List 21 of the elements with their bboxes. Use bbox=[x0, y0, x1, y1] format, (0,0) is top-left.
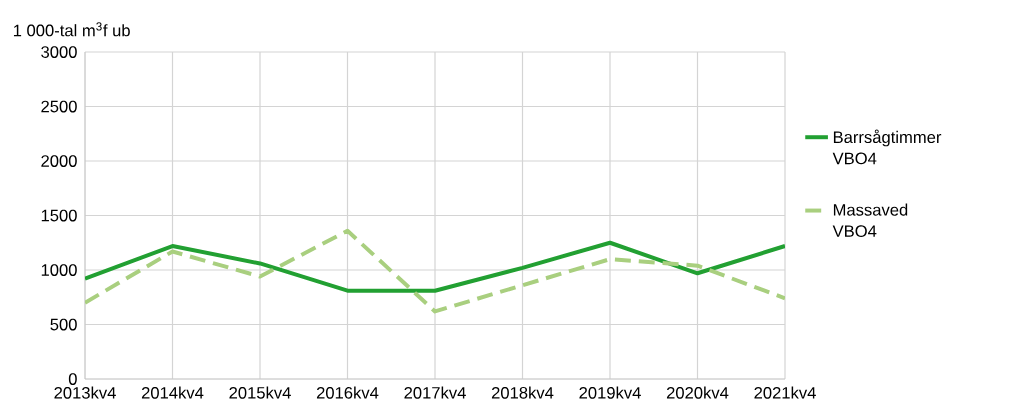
y-tick-label: 0 bbox=[68, 373, 77, 385]
y-tick-label: 500 bbox=[50, 318, 77, 331]
y-tick-label: 1000 bbox=[41, 264, 77, 276]
x-tick-label: 2014kv4 bbox=[141, 386, 204, 399]
y-tick-label: 2000 bbox=[41, 155, 77, 167]
y-tick-label: 2500 bbox=[41, 100, 77, 113]
x-tick-label: 2015kv4 bbox=[229, 386, 291, 399]
legend-label: Massaved VBO4 bbox=[832, 203, 908, 237]
x-tick-label: 2016kv4 bbox=[316, 386, 379, 399]
x-tick-label: 2013kv4 bbox=[54, 386, 116, 399]
x-tick-label: 2020kv4 bbox=[666, 386, 729, 399]
x-tick-label: 2021kv4 bbox=[754, 386, 816, 399]
x-tick-label: 2018kv4 bbox=[491, 386, 554, 399]
legend-label: Barrsågtimmer VBO4 bbox=[832, 129, 942, 165]
line-series bbox=[85, 240, 786, 293]
y-tick-label: 3000 bbox=[41, 46, 77, 58]
y-tick-label: 1500 bbox=[41, 209, 77, 222]
x-tick-label: 2017kv4 bbox=[404, 386, 466, 399]
x-tick-label: 2019kv4 bbox=[579, 386, 641, 399]
y-axis-title: 1 000-tal m$^{3}$f ub bbox=[13, 22, 130, 37]
line-series bbox=[85, 228, 786, 314]
